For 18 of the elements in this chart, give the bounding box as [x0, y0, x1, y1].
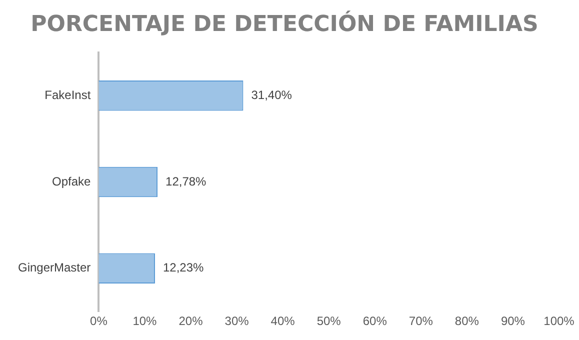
x-tick-label: 90% [500, 314, 526, 328]
x-tick-label: 30% [224, 314, 250, 328]
data-label: 12,23% [162, 260, 204, 275]
x-tick-label: 50% [316, 314, 342, 328]
x-tick-label: 20% [178, 314, 204, 328]
x-tick-label: 70% [408, 314, 434, 328]
x-tick-label: 40% [270, 314, 296, 328]
data-label: 12,78% [166, 174, 207, 188]
y-tick-label: Opfake [52, 174, 92, 188]
y-tick-label: FakeInst [44, 88, 92, 102]
x-tick-label: 60% [362, 314, 388, 328]
x-tick-label: 0% [90, 314, 108, 328]
x-tick-label: 100% [544, 314, 575, 328]
chart-title: PORCENTAJE DE DETECCIÓN DE FAMILIAS [30, 10, 538, 37]
x-tick-label: 10% [132, 314, 158, 328]
x-tick-label: 80% [454, 314, 480, 328]
data-label: 31,40% [251, 88, 292, 102]
y-tick-label: GingerMaster [18, 260, 91, 275]
